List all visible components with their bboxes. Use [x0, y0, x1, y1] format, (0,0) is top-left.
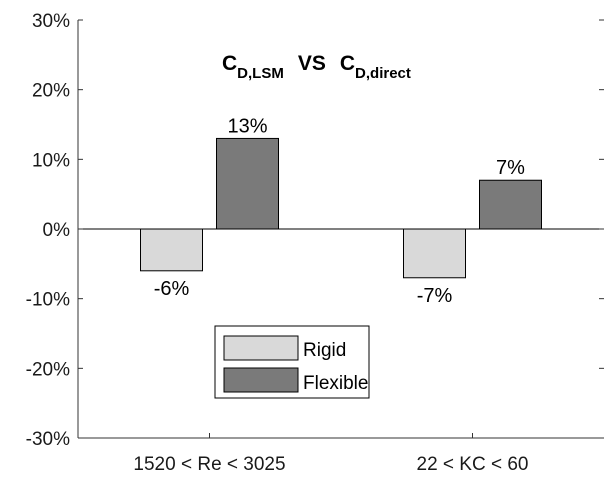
bar-flexible [216, 137, 279, 230]
bar-rigid [403, 228, 466, 279]
y-tick-label: -20% [26, 359, 70, 380]
bars [140, 137, 542, 279]
category-label: 1520 < Re < 3025 [133, 454, 285, 475]
data-label: 7% [496, 157, 525, 179]
title-sub1: D,LSM [237, 65, 284, 82]
y-tick-label: 10% [32, 150, 70, 171]
y-tick-label: 20% [32, 81, 70, 102]
data-label: -7% [417, 285, 453, 307]
title-sub2: D,direct [355, 65, 411, 82]
category-labels: 1520 < Re < 3025 22 < KC < 60 [133, 433, 528, 475]
legend-label-rigid: Rigid [303, 340, 346, 361]
category-label: 22 < KC < 60 [417, 454, 529, 475]
y-tick-label: -10% [26, 290, 70, 311]
data-label: 13% [227, 115, 267, 137]
y-tick-label: 30% [32, 11, 70, 32]
y-tick-label: -30% [26, 429, 70, 450]
title-vs: VS [298, 52, 326, 75]
legend: Rigid Flexible [214, 325, 370, 399]
title-c1: C [222, 52, 237, 75]
bar-flexible [479, 179, 542, 230]
legend-swatch-flexible [223, 367, 299, 393]
data-labels: -6% 13% -7% 7% [154, 115, 525, 306]
bar-rigid [140, 228, 203, 272]
legend-label-flexible: Flexible [303, 373, 368, 394]
y-tick-label: 0% [43, 220, 71, 241]
y-axis-ticks: -30% -20% -10% 0% 10% 20% 30% [26, 11, 604, 450]
legend-swatch-rigid [223, 335, 299, 361]
chart-title: CD,LSM VS CD,direct [222, 52, 411, 82]
data-label: -6% [154, 278, 190, 300]
title-c2: C [340, 52, 355, 75]
